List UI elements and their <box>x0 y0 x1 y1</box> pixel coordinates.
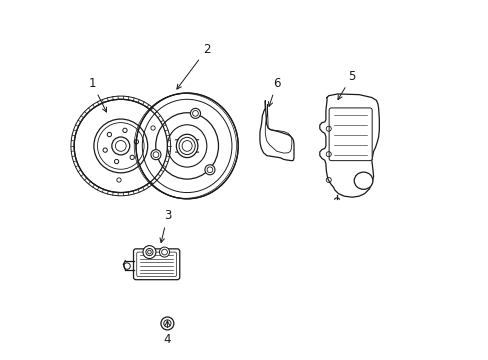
Text: 2: 2 <box>177 42 210 89</box>
Circle shape <box>204 165 215 175</box>
Circle shape <box>74 99 167 193</box>
Circle shape <box>161 317 174 330</box>
Ellipse shape <box>353 172 372 189</box>
Circle shape <box>190 108 200 118</box>
FancyBboxPatch shape <box>133 249 180 280</box>
Text: 4: 4 <box>163 321 171 346</box>
Text: 1: 1 <box>88 77 106 112</box>
Circle shape <box>151 150 161 160</box>
Ellipse shape <box>136 93 238 199</box>
Ellipse shape <box>176 134 198 158</box>
Text: 3: 3 <box>160 210 171 243</box>
Text: 6: 6 <box>268 77 280 107</box>
Circle shape <box>142 246 156 258</box>
Text: 5: 5 <box>337 69 355 100</box>
Circle shape <box>159 247 169 257</box>
FancyBboxPatch shape <box>328 108 371 161</box>
